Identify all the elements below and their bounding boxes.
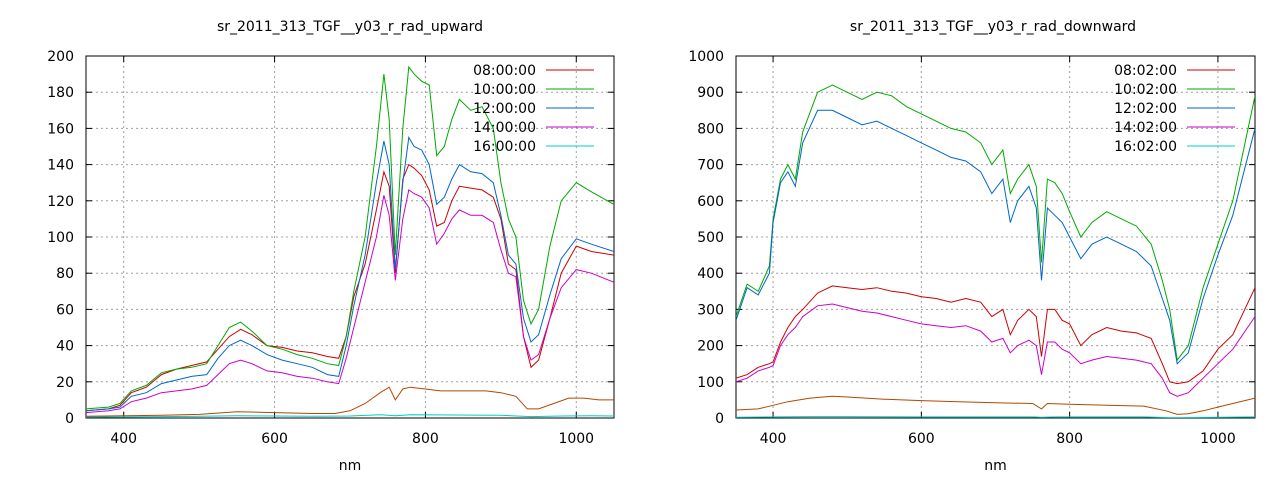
y-tick-label: 180: [47, 85, 74, 101]
chart-title: sr_2011_313_TGF__y03_r_rad_downward: [850, 19, 1136, 35]
legend-label: 08:00:00: [473, 63, 536, 79]
y-tick-label: 0: [715, 411, 724, 427]
x-tick-label: 1000: [1200, 431, 1236, 447]
series-line-14-00-00: [86, 189, 614, 414]
series-line-16-02-00: [736, 416, 1255, 418]
legend-label: 16:02:00: [1114, 139, 1177, 155]
y-tick-label: 1000: [688, 49, 724, 65]
y-tick-label: 300: [697, 302, 724, 318]
y-tick-label: 800: [697, 121, 724, 137]
y-tick-label: 200: [47, 49, 74, 65]
y-tick-label: 140: [47, 158, 74, 174]
series-line-08-00-00: [86, 163, 614, 412]
y-tick-label: 100: [697, 375, 724, 391]
series-line-unlabeled: [86, 386, 614, 417]
series-line-10-00-00: [86, 65, 614, 410]
x-axis-label: nm: [984, 458, 1007, 474]
y-tick-label: 900: [697, 85, 724, 101]
y-tick-label: 400: [697, 266, 724, 282]
legend-label: 10:00:00: [473, 82, 536, 98]
series-line-12-00-00: [86, 135, 614, 412]
y-tick-label: 700: [697, 158, 724, 174]
chart-title: sr_2011_313_TGF__y03_r_rad_upward: [217, 19, 483, 35]
series-line-16-00-00: [86, 414, 614, 418]
legend-label: 10:02:00: [1114, 82, 1177, 98]
legend-label: 12:00:00: [473, 101, 536, 117]
x-tick-label: 800: [1056, 431, 1083, 447]
x-tick-label: 800: [412, 431, 439, 447]
y-tick-label: 100: [47, 230, 74, 246]
legend-label: 16:00:00: [473, 139, 536, 155]
legend-label: 14:02:00: [1114, 120, 1177, 136]
y-tick-label: 120: [47, 194, 74, 210]
y-tick-label: 40: [56, 339, 74, 355]
y-tick-label: 160: [47, 121, 74, 137]
x-axis-label: nm: [339, 458, 362, 474]
x-tick-label: 400: [760, 431, 787, 447]
chart-panel-1: sr_2011_313_TGF__y03_r_rad_downward 400 60…: [688, 19, 1256, 474]
series-line-08-02-00: [736, 285, 1255, 385]
series-line-10-02-00: [736, 84, 1255, 362]
series-line-14-02-00: [736, 303, 1255, 397]
y-tick-label: 0: [65, 411, 74, 427]
legend-label: 08:02:00: [1114, 63, 1177, 79]
x-tick-label: 600: [908, 431, 935, 447]
series-line-12-02-00: [736, 109, 1255, 365]
y-tick-label: 20: [56, 375, 74, 391]
legend-label: 14:00:00: [473, 120, 536, 136]
series-line-unlabeled: [736, 395, 1255, 415]
y-tick-label: 600: [697, 194, 724, 210]
y-tick-label: 200: [697, 339, 724, 355]
y-tick-label: 80: [56, 266, 74, 282]
x-tick-label: 600: [261, 431, 288, 447]
legend-label: 12:02:00: [1114, 101, 1177, 117]
x-tick-label: 1000: [558, 431, 594, 447]
x-tick-label: 400: [110, 431, 137, 447]
y-tick-label: 60: [56, 302, 74, 318]
y-tick-label: 500: [697, 230, 724, 246]
